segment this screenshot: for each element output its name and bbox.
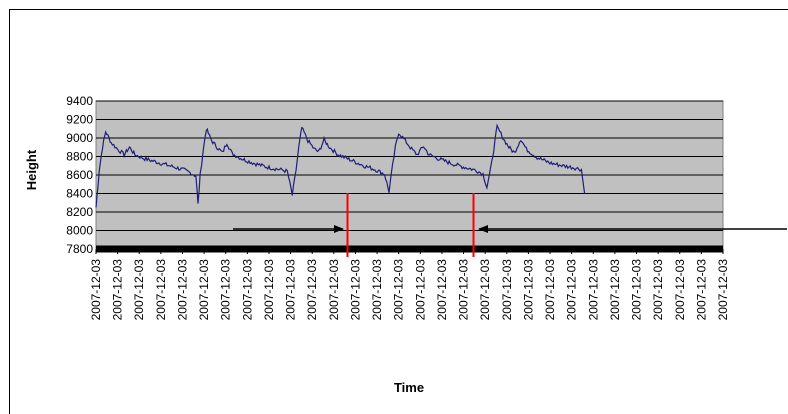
y-axis-ticks: 7800 8000 8200 8400 8600 8800 9000 9200 9400: [66, 94, 93, 256]
x-tick-label: 2007-12-03: [651, 259, 665, 321]
x-tick-label: 2007-12-03: [348, 259, 362, 321]
x-tick-label: 2007-12-03: [673, 259, 687, 321]
x-tick-label: 2007-12-03: [716, 259, 730, 321]
y-tick-label: 9000: [66, 131, 93, 145]
y-axis-title: Height: [24, 149, 39, 190]
x-axis-band: [96, 245, 723, 253]
x-tick-label: 2007-12-03: [219, 259, 233, 321]
x-axis-title: Time: [394, 380, 424, 395]
chart-frame: [9, 9, 788, 414]
y-tick-label: 7800: [66, 242, 93, 256]
x-tick-label: 2007-12-03: [154, 259, 168, 321]
x-tick-label: 2007-12-03: [478, 259, 492, 321]
x-tick-label: 2007-12-03: [694, 259, 708, 321]
x-tick-label: 2007-12-03: [327, 259, 341, 321]
x-tick-label: 2007-12-03: [197, 259, 211, 321]
x-tick-label: 2007-12-03: [543, 259, 557, 321]
x-tick-label: 2007-12-03: [175, 259, 189, 321]
x-tick-label: 2007-12-03: [240, 259, 254, 321]
y-tick-label: 8200: [66, 205, 93, 219]
x-tick-label: 2007-12-03: [262, 259, 276, 321]
x-tick-label: 2007-12-03: [457, 259, 471, 321]
y-tick-label: 8000: [66, 224, 93, 238]
y-tick-label: 8600: [66, 168, 93, 182]
y-tick-label: 8400: [66, 187, 93, 201]
x-axis-ticks: 2007-12-03 2007-12-03 2007-12-03 2007-12-03…: [89, 249, 730, 320]
y-tick-label: 9200: [66, 113, 93, 127]
x-tick-label: 2007-12-03: [111, 259, 125, 321]
series-line: [95, 123, 586, 208]
x-tick-label: 2007-12-03: [305, 259, 319, 321]
gridlines: [96, 100, 723, 231]
x-tick-label: 2007-12-03: [435, 259, 449, 321]
x-tick-label: 2007-12-03: [89, 259, 103, 321]
x-tick-label: 2007-12-03: [608, 259, 622, 321]
x-tick-label: 2007-12-03: [413, 259, 427, 321]
x-tick-label: 2007-12-03: [370, 259, 384, 321]
x-tick-label: 2007-12-03: [630, 259, 644, 321]
x-tick-label: 2007-12-03: [586, 259, 600, 321]
x-tick-label: 2007-12-03: [284, 259, 298, 321]
x-tick-label: 2007-12-03: [132, 259, 146, 321]
y-tick-label: 9400: [66, 94, 93, 108]
y-tick-label: 8800: [66, 150, 93, 164]
annotations: [233, 193, 787, 257]
x-tick-label: 2007-12-03: [500, 259, 514, 321]
x-tick-label: 2007-12-03: [521, 259, 535, 321]
x-tick-label: 2007-12-03: [565, 259, 579, 321]
x-tick-label: 2007-12-03: [392, 259, 406, 321]
